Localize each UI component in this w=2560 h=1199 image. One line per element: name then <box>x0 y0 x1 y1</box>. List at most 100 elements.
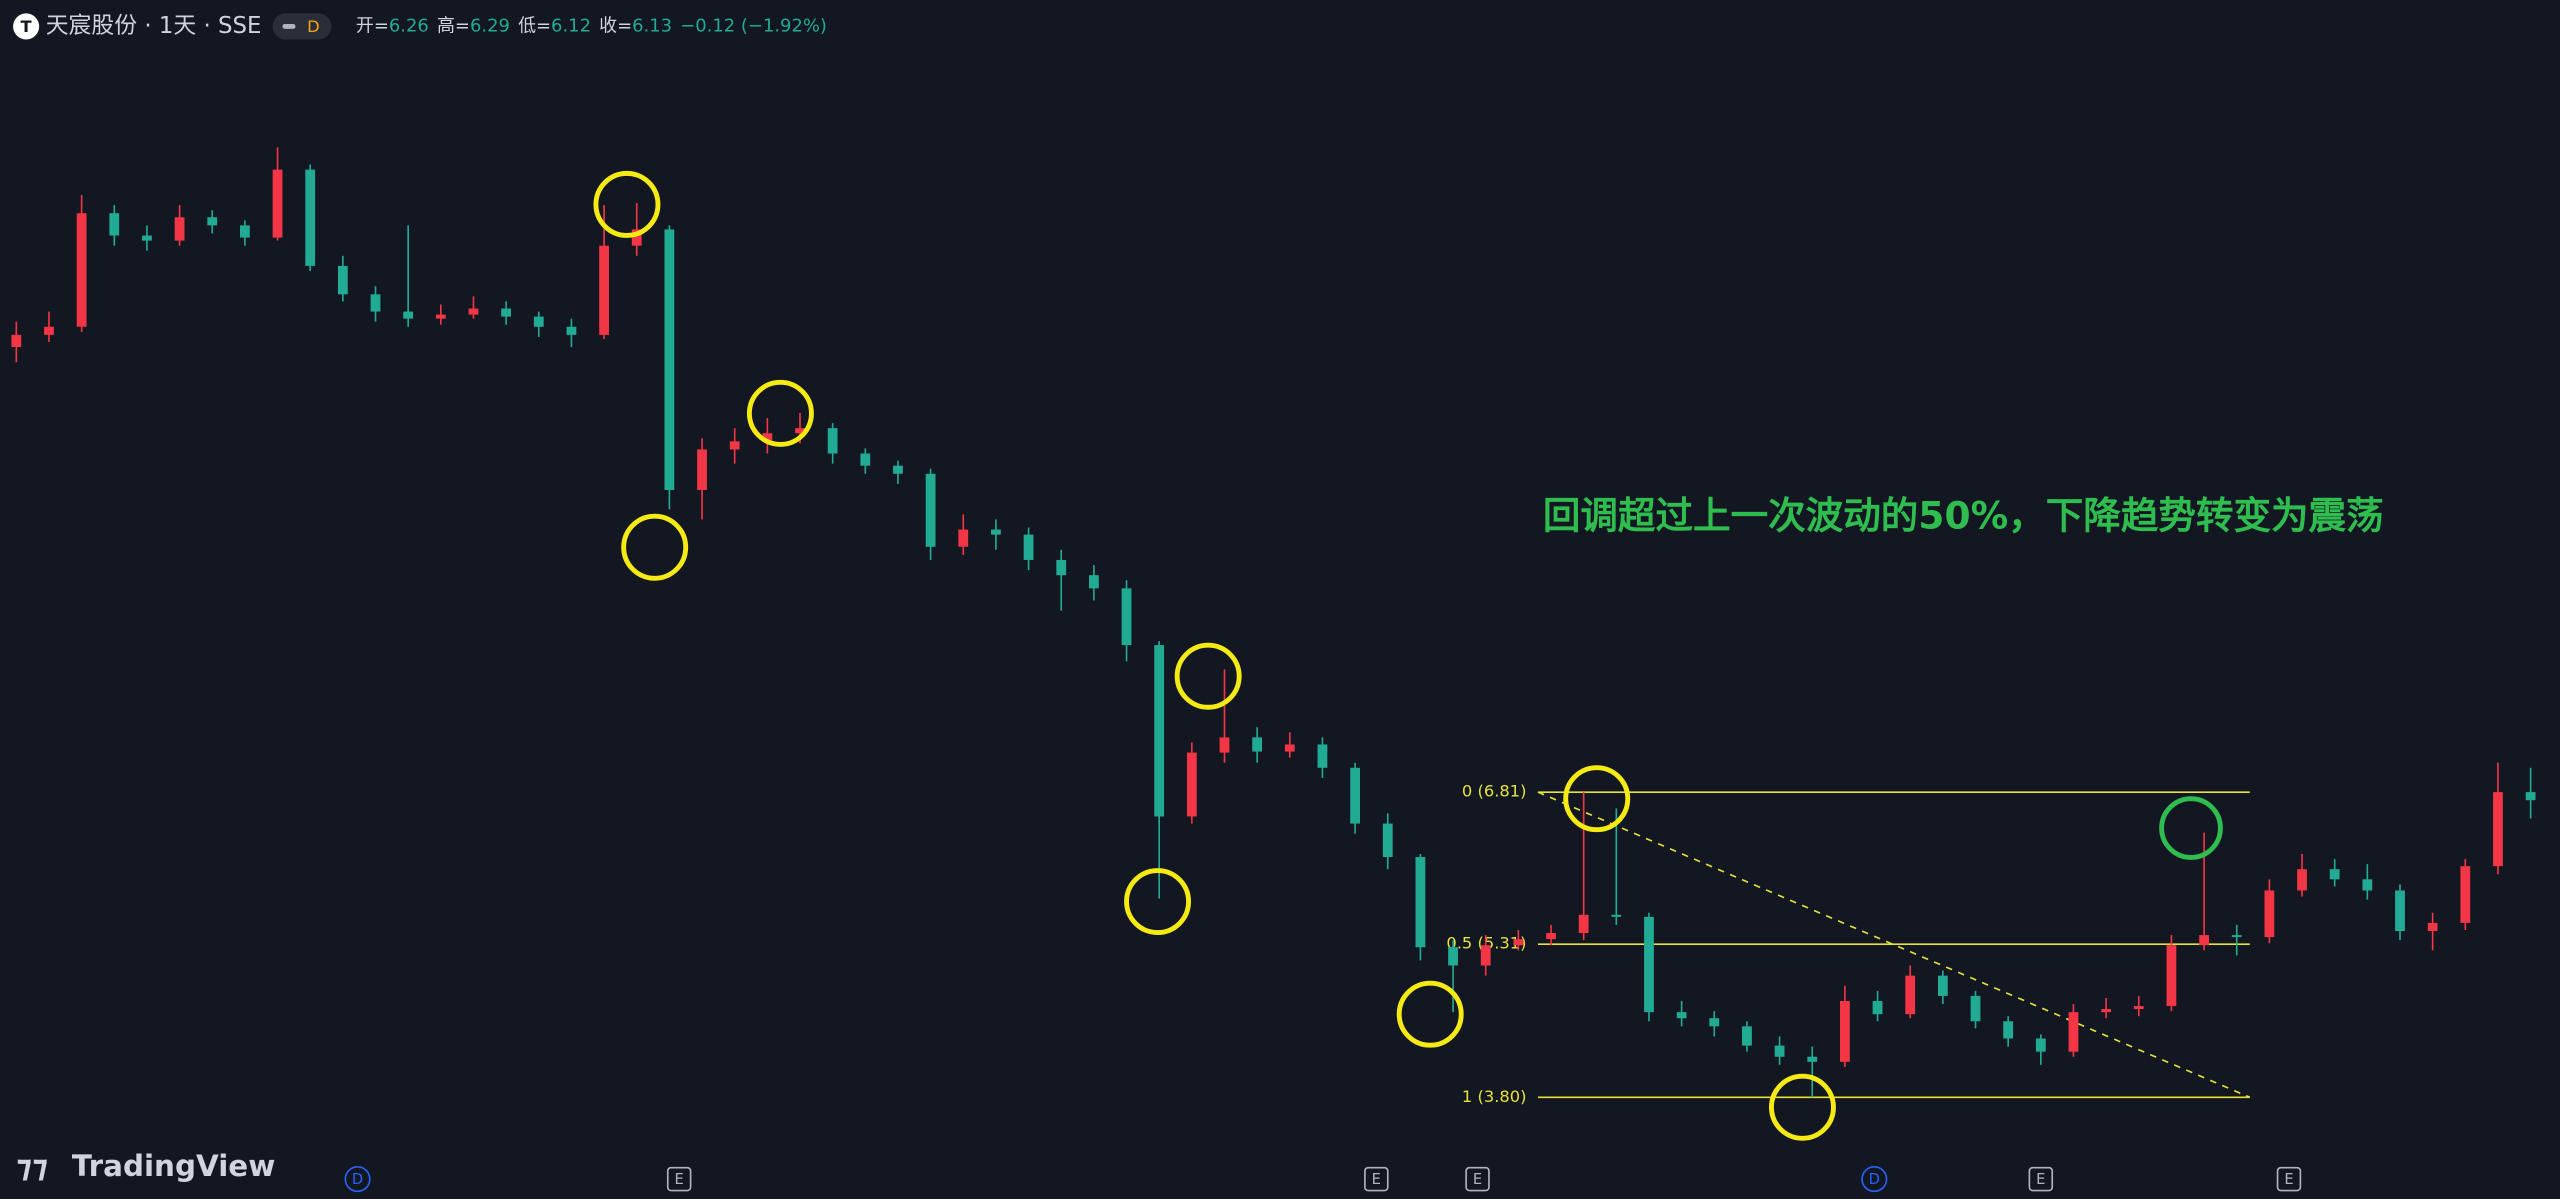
candle-body <box>2525 792 2536 801</box>
candle-body <box>1513 939 1524 946</box>
candle-body <box>2166 945 2177 1007</box>
header: T 天宸股份 · 1天 · SSE D 开=6.26 高=6.29 低=6.12 收=… <box>13 13 827 40</box>
candle-body <box>2264 890 2275 938</box>
ohlc-value: 6.12 <box>551 15 591 36</box>
candle-body <box>1970 995 1981 1022</box>
ohlc-value: 6.13 <box>632 15 672 36</box>
candle-body <box>2329 869 2340 880</box>
candle-body <box>1807 1056 1818 1062</box>
symbol[interactable]: 天宸股份 · 1天 · SSE <box>46 13 262 39</box>
candle-body <box>1905 975 1916 1015</box>
highlight-circle <box>621 513 689 581</box>
ohlc-label: 高= <box>437 15 470 36</box>
candle-body <box>2003 1021 2014 1039</box>
event-label: E <box>1372 1171 1381 1188</box>
candle-body <box>1480 945 1491 966</box>
candle-body <box>337 265 348 295</box>
ohlc-label: 低= <box>518 15 551 36</box>
candle-body <box>403 311 414 319</box>
badge-text: D <box>307 17 320 36</box>
candle-body <box>1252 737 1263 752</box>
candle-body <box>762 433 773 442</box>
candle-body <box>1448 947 1458 966</box>
candle-body <box>2068 1012 2079 1052</box>
brand[interactable]: TradingView <box>72 1149 276 1183</box>
candle-body <box>2460 866 2471 923</box>
candle-body <box>827 428 838 454</box>
event-label: D <box>352 1171 363 1188</box>
candle-body <box>142 235 152 241</box>
ohlc-value: 6.29 <box>470 15 510 36</box>
candle-body <box>240 225 250 238</box>
candle-body <box>664 229 675 491</box>
fib-label: 1 (3.80) <box>1462 1087 1527 1106</box>
logo-text: T <box>21 17 33 36</box>
highlight-circle <box>2159 796 2223 860</box>
candle-body <box>1186 752 1197 817</box>
badge <box>272 13 332 40</box>
badge-icon <box>282 23 296 29</box>
event-marker <box>344 1166 371 1193</box>
candle-body <box>1121 588 1132 646</box>
candle-body <box>207 217 218 226</box>
highlight-circle <box>746 379 814 447</box>
candle-body <box>1219 737 1230 753</box>
candle-body <box>925 473 936 547</box>
trend-line <box>1537 791 2251 1099</box>
candle-body <box>1937 975 1948 996</box>
candle-body <box>2035 1038 2046 1052</box>
candle-body <box>370 294 381 312</box>
event-label: E <box>1473 1171 1482 1188</box>
candle-body <box>1774 1045 1785 1057</box>
candle-body <box>76 213 87 327</box>
candle-body <box>631 229 642 246</box>
candle-body <box>2297 869 2307 891</box>
candle-body <box>1317 744 1328 768</box>
highlight-circle <box>593 170 661 238</box>
candle-body <box>2395 890 2405 932</box>
candle-body <box>305 169 316 266</box>
candle-body <box>1382 823 1393 858</box>
fib-label: 0 (6.81) <box>1462 782 1527 801</box>
candle-body <box>1676 1012 1687 1019</box>
brand-logo[interactable]: ⁊⁊ <box>16 1149 48 1185</box>
candle-body <box>958 529 969 547</box>
candle-body <box>2231 935 2242 938</box>
candle-body <box>1350 767 1360 824</box>
highlight-circle <box>1563 765 1631 833</box>
event-label: E <box>2036 1171 2045 1188</box>
candle-body <box>2493 792 2503 867</box>
candle-body <box>1644 916 1654 1013</box>
candle-body <box>1578 914 1589 934</box>
ohlc-legend: 开=6.26 高=6.29 低=6.12 收=6.13 −0.12 (−1.92%) <box>356 15 827 36</box>
event-marker <box>2028 1166 2054 1192</box>
candle-body <box>272 169 283 238</box>
event-marker <box>2276 1166 2302 1192</box>
candle-body <box>1872 1000 1883 1015</box>
change: −0.12 (−1.92%) <box>680 15 827 36</box>
candle-body <box>1742 1026 1752 1046</box>
event-marker <box>666 1166 692 1192</box>
candle-body <box>2362 879 2373 891</box>
event-marker <box>1465 1166 1490 1192</box>
candle-body <box>2101 1009 2112 1013</box>
ohlc-label: 开= <box>356 15 389 36</box>
ohlc-value: 6.26 <box>389 15 429 36</box>
candle-body <box>2199 935 2209 946</box>
annotation: 回调超过上一次波动的50%，下降趋势转变为震荡 <box>1543 493 2384 537</box>
candle-body <box>468 308 479 315</box>
candle-body <box>435 314 446 319</box>
candle-body <box>893 465 903 474</box>
candle-body <box>1284 744 1295 752</box>
highlight-circle <box>1396 980 1464 1048</box>
candle-body <box>1709 1018 1720 1027</box>
event-label: D <box>1869 1171 1880 1188</box>
candle-body <box>860 453 871 466</box>
candle-body <box>533 316 544 327</box>
candle-body <box>991 529 1001 535</box>
candle-body <box>1611 914 1622 917</box>
candle-body <box>1840 1000 1850 1062</box>
